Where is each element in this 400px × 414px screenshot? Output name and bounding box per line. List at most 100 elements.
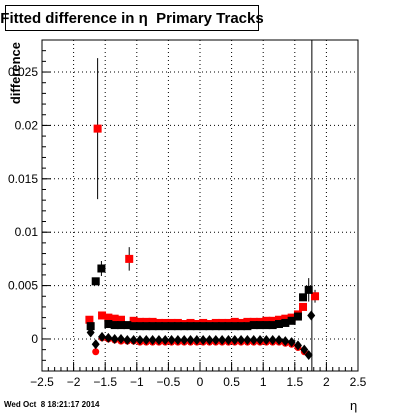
data-point-square — [230, 317, 239, 326]
data-point-diamond — [275, 335, 283, 346]
data-point-square — [304, 285, 313, 294]
y-axis-label: difference — [8, 42, 23, 105]
data-point-square — [281, 318, 290, 327]
data-point-diamond — [199, 335, 208, 346]
data-point-square — [299, 293, 308, 302]
y-tick-label: 0.01 — [15, 225, 39, 239]
data-point-square — [117, 315, 125, 324]
plot-frame — [41, 39, 359, 372]
y-tick-label: 0.02 — [15, 118, 39, 132]
data-point-diamond — [142, 335, 151, 346]
data-point-square — [123, 321, 132, 330]
data-point-diamond — [98, 331, 107, 342]
data-point-square — [281, 314, 290, 323]
data-point-square — [268, 321, 277, 330]
data-point-square — [211, 322, 220, 331]
data-point-diamond — [218, 335, 227, 346]
timestamp-footer: Wed Oct 8 18:21:17 2014 — [4, 400, 100, 409]
chart-title: Fitted difference in η Primary Tracks — [0, 5, 264, 31]
data-point-square — [91, 277, 100, 286]
x-tick-label: 0.5 — [223, 375, 240, 389]
data-point-diamond — [211, 335, 220, 346]
data-point-square — [104, 313, 113, 322]
x-tick-label: 2 — [323, 375, 330, 389]
data-point-square — [142, 317, 151, 326]
data-point-square — [192, 322, 201, 331]
data-point-diamond — [287, 337, 296, 348]
data-point-square — [110, 314, 119, 323]
data-point-square — [256, 321, 265, 330]
data-point-diamond — [186, 335, 195, 346]
data-point-square — [262, 316, 271, 325]
x-tick-label: 1.5 — [286, 375, 303, 389]
data-point-square — [129, 322, 138, 331]
data-point-diamond — [281, 336, 290, 347]
data-point-diamond — [173, 335, 182, 346]
chart-title-text: Fitted difference in η Primary Tracks — [0, 9, 264, 27]
data-point-diamond — [161, 335, 170, 346]
data-point-square — [224, 322, 233, 331]
data-point-diamond — [129, 335, 138, 346]
data-point-square — [180, 322, 189, 331]
data-point-square — [230, 322, 239, 331]
data-point-square — [85, 315, 94, 324]
data-point-square — [262, 321, 271, 330]
data-point-square — [135, 322, 144, 331]
data-point-diamond — [167, 335, 176, 346]
data-point-diamond — [86, 327, 95, 338]
data-point-circle — [92, 348, 100, 356]
data-point-diamond — [123, 335, 132, 346]
data-point-square — [275, 315, 283, 324]
data-point-square — [117, 321, 125, 330]
x-tick-label: −1 — [130, 375, 144, 389]
data-point-square — [268, 316, 277, 325]
data-point-diamond — [293, 340, 302, 351]
tick-labels: −2.5 −2 −1.5 −1 −0.5 0 0.5 1 1.5 2 2.5 0 0.005 0.01 0.… — [8, 65, 367, 389]
data-point-diamond — [192, 335, 201, 346]
data-point-square — [173, 322, 182, 331]
data-point-square — [104, 320, 113, 329]
data-point-diamond — [104, 332, 113, 343]
data-point-square — [275, 320, 283, 329]
data-point-diamond — [230, 335, 239, 346]
data-point-diamond — [237, 335, 246, 346]
data-point-square — [148, 317, 157, 326]
data-point-square — [243, 317, 252, 326]
x-tick-label: 1 — [260, 375, 267, 389]
data-point-square — [218, 322, 227, 331]
data-point-diamond — [205, 335, 214, 346]
data-point-square — [125, 254, 134, 263]
data-point-square — [148, 322, 157, 331]
x-tick-label: −1.5 — [93, 375, 117, 389]
data-point-square — [97, 264, 106, 273]
data-point-square — [243, 322, 252, 331]
x-tick-label: −2.5 — [30, 375, 54, 389]
data-point-diamond — [256, 335, 265, 346]
data-point-square — [293, 312, 302, 321]
data-point-diamond — [154, 335, 163, 346]
y-tick-label: 0.025 — [8, 65, 38, 79]
data-point-square — [86, 322, 95, 331]
data-point-square — [311, 292, 320, 301]
data-point-square — [167, 322, 176, 331]
data-point-square — [98, 311, 107, 320]
x-tick-label: −0.5 — [157, 375, 181, 389]
data-point-square — [142, 322, 151, 331]
data-point-diamond — [117, 333, 125, 344]
data-point-square — [186, 322, 195, 331]
data-point-diamond — [249, 335, 258, 346]
data-point-diamond — [304, 349, 313, 360]
data-point-diamond — [180, 335, 189, 346]
data-point-square — [237, 322, 246, 331]
data-point-square — [199, 322, 208, 331]
data-point-square — [299, 302, 308, 311]
x-tick-label: −2 — [67, 375, 81, 389]
x-tick-label: 0 — [197, 375, 204, 389]
data-point-diamond — [268, 335, 277, 346]
data-point-diamond — [110, 333, 119, 344]
y-tick-label: 0.005 — [8, 279, 38, 293]
data-point-diamond — [224, 335, 233, 346]
data-point-square — [161, 322, 170, 331]
data-point-square — [93, 124, 102, 133]
